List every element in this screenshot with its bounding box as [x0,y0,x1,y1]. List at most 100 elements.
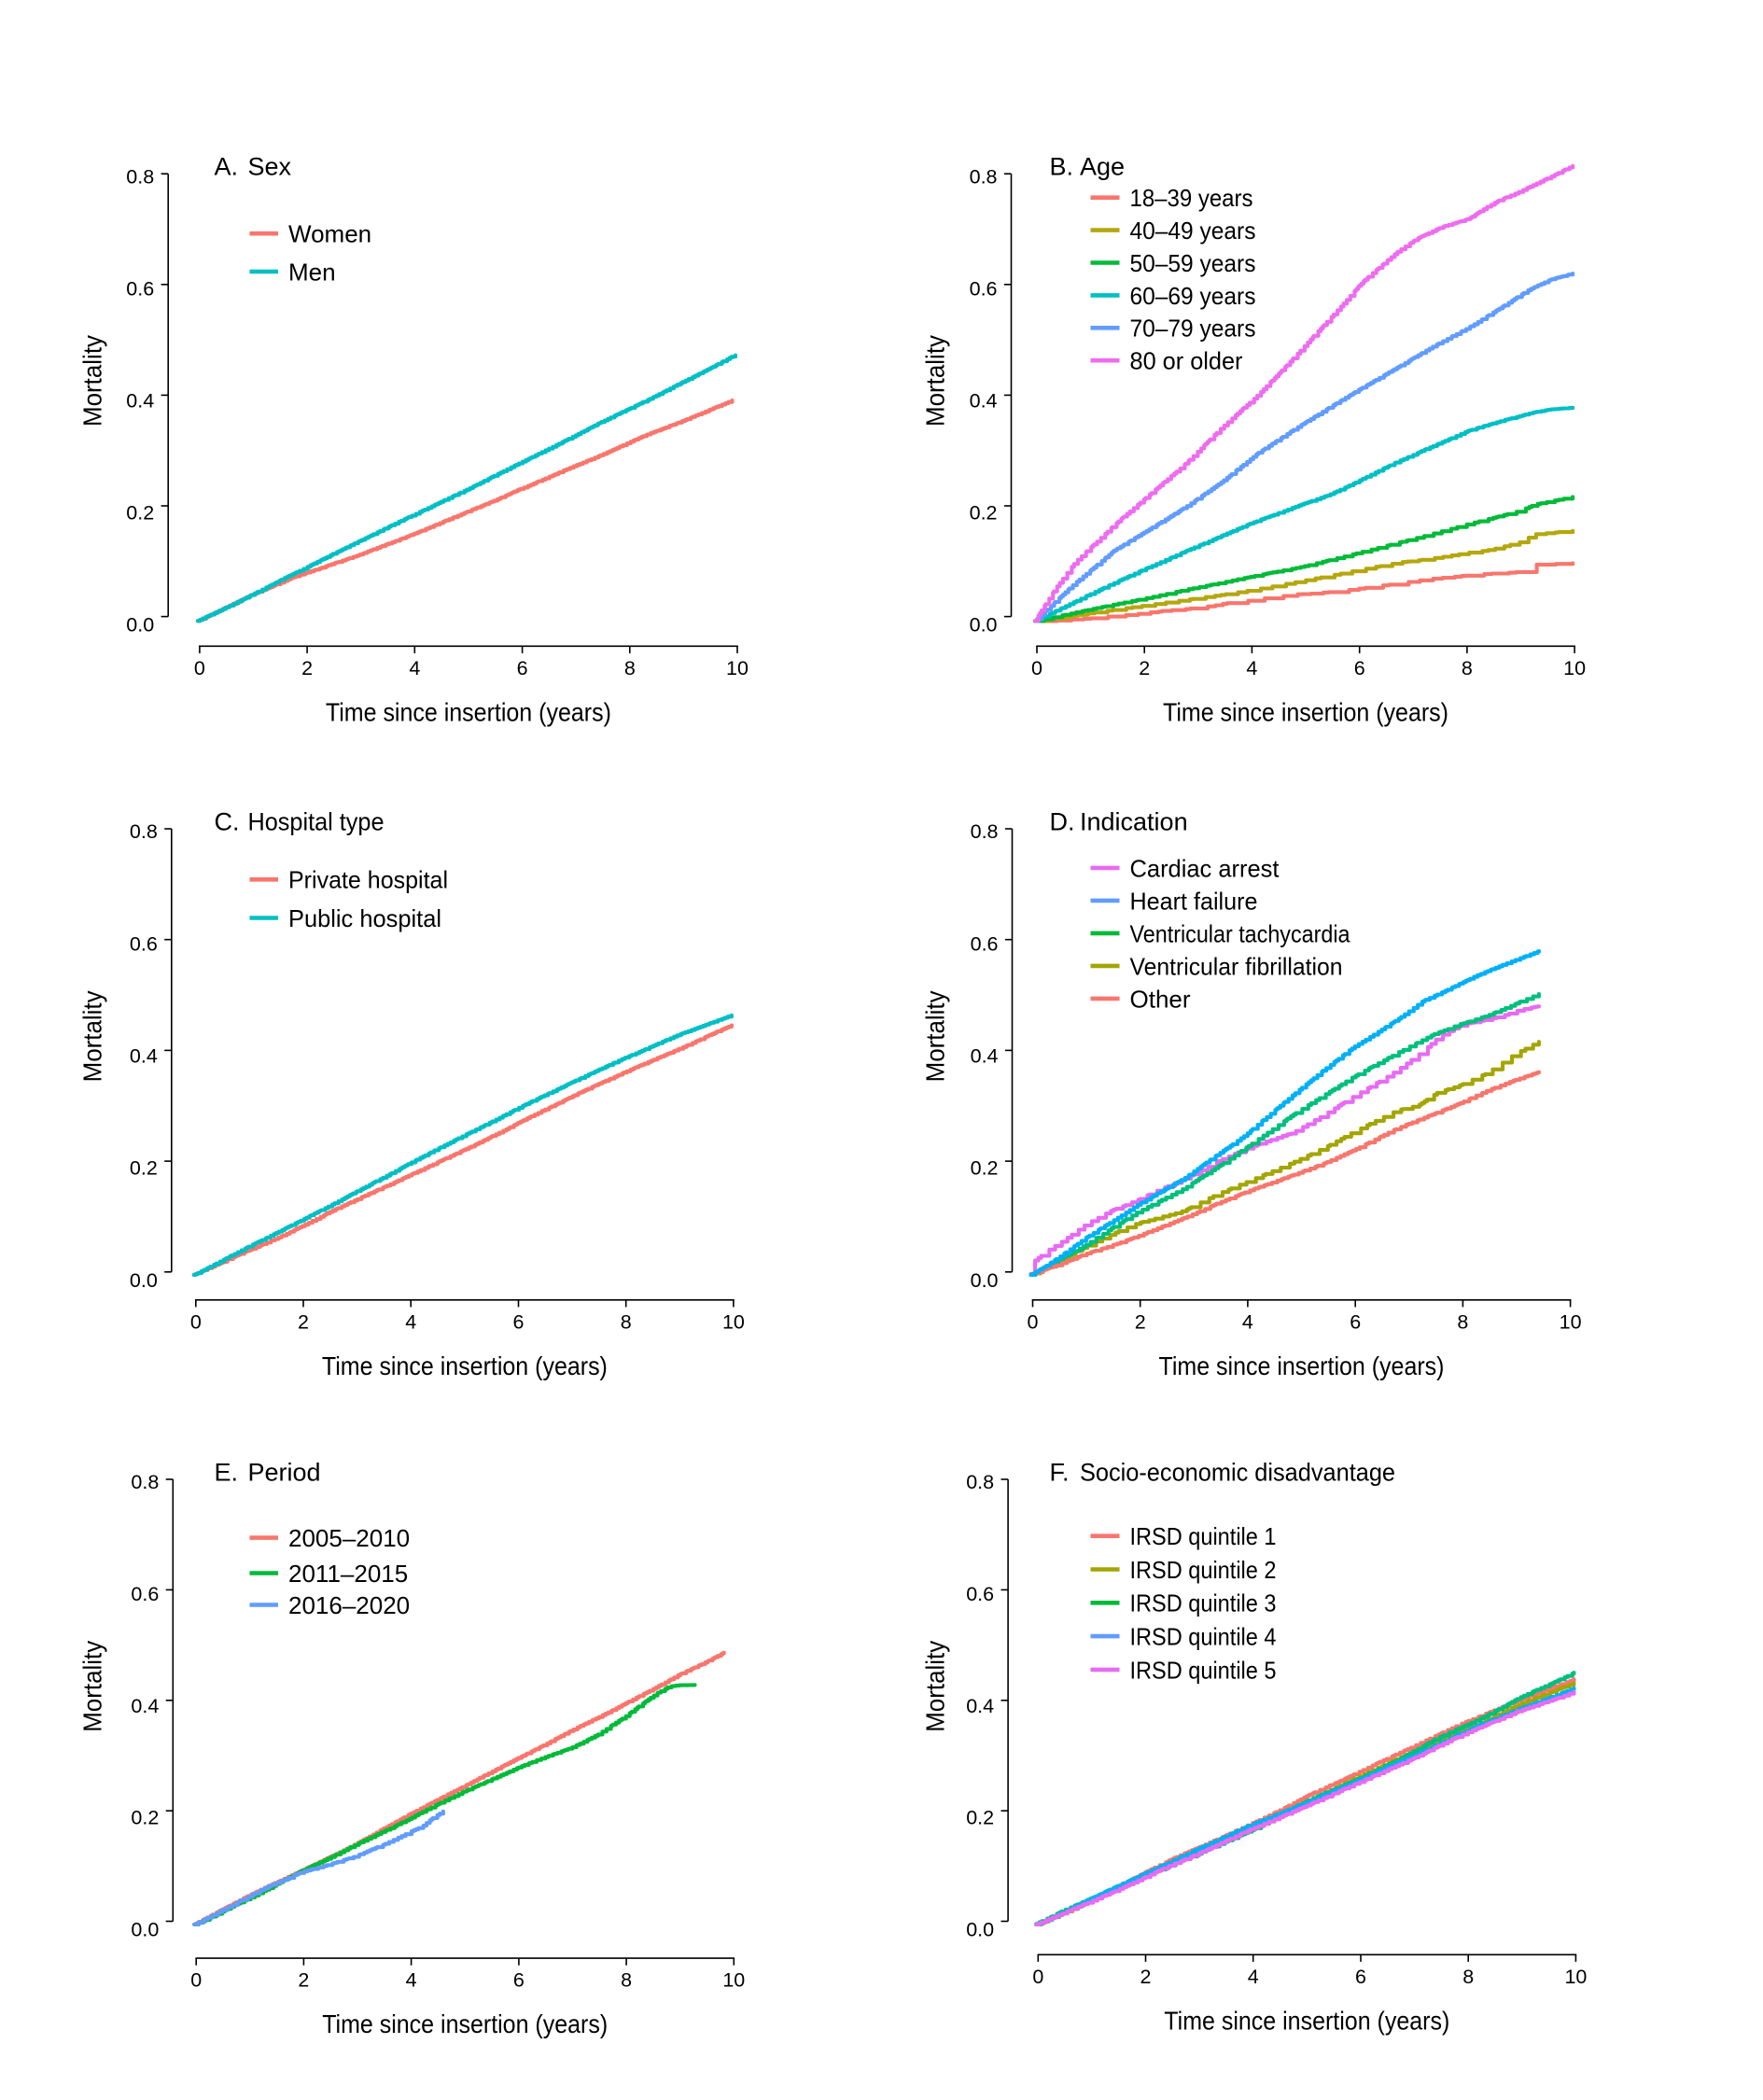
svg-text:Mortality: Mortality [921,1641,950,1732]
svg-text:C.: C. [215,808,240,836]
svg-text:0.8: 0.8 [971,820,999,843]
svg-text:10: 10 [722,1310,745,1333]
svg-text:4: 4 [1248,1966,1259,1988]
svg-text:Time since insertion (years): Time since insertion (years) [1163,697,1448,726]
svg-text:0.0: 0.0 [126,614,154,637]
svg-text:2: 2 [1139,657,1150,679]
svg-text:0.0: 0.0 [130,1269,158,1292]
svg-text:Private hospital: Private hospital [288,866,448,894]
svg-text:2: 2 [301,657,313,679]
svg-text:0.4: 0.4 [971,1045,999,1068]
svg-text:8: 8 [1462,657,1473,679]
svg-text:8: 8 [1457,1310,1468,1333]
svg-text:2: 2 [1135,1310,1146,1333]
svg-text:IRSD quintile 2: IRSD quintile 2 [1130,1556,1277,1584]
svg-text:IRSD quintile 4: IRSD quintile 4 [1130,1623,1277,1651]
svg-text:0.8: 0.8 [131,1471,159,1493]
svg-text:0.2: 0.2 [130,1157,158,1180]
svg-text:0.6: 0.6 [130,932,158,955]
svg-text:0.2: 0.2 [131,1807,159,1829]
svg-text:Men: Men [288,258,336,286]
svg-text:8: 8 [621,1310,632,1333]
svg-text:0.6: 0.6 [131,1583,159,1605]
svg-text:10: 10 [1560,1310,1582,1333]
svg-text:B.: B. [1050,153,1074,181]
svg-text:0.6: 0.6 [966,1583,994,1605]
svg-text:Mortality: Mortality [78,1641,107,1732]
svg-text:50–59 years: 50–59 years [1130,249,1256,277]
svg-text:E.: E. [215,1459,239,1487]
svg-text:0.6: 0.6 [126,277,154,300]
svg-text:0.4: 0.4 [130,1045,158,1068]
svg-text:A.: A. [215,153,239,181]
svg-text:8: 8 [621,1969,632,1992]
svg-text:70–79 years: 70–79 years [1130,315,1256,343]
svg-text:IRSD quintile 1: IRSD quintile 1 [1130,1522,1277,1550]
svg-text:Heart failure: Heart failure [1130,887,1258,915]
svg-text:0: 0 [1031,657,1042,679]
svg-text:IRSD quintile 3: IRSD quintile 3 [1130,1589,1277,1617]
svg-text:Indication: Indication [1080,808,1188,836]
svg-text:Public hospital: Public hospital [288,904,441,932]
svg-text:Time since insertion (years): Time since insertion (years) [322,2009,608,2038]
svg-text:Age: Age [1080,153,1125,181]
svg-text:4: 4 [409,657,420,679]
svg-text:0.0: 0.0 [131,1919,159,1941]
svg-text:10: 10 [1563,657,1586,679]
svg-text:0: 0 [194,657,205,679]
svg-text:10: 10 [1564,1966,1587,1988]
svg-text:Ventricular fibrillation: Ventricular fibrillation [1130,952,1343,980]
svg-text:2016–2020: 2016–2020 [288,1591,410,1619]
svg-text:0.8: 0.8 [126,165,154,188]
svg-text:0.8: 0.8 [130,820,158,843]
svg-text:Other: Other [1130,985,1191,1013]
svg-text:4: 4 [405,1310,416,1333]
svg-text:Mortality: Mortality [78,990,107,1082]
svg-text:8: 8 [624,657,636,679]
svg-text:D.: D. [1050,808,1075,836]
svg-text:2011–2015: 2011–2015 [288,1560,408,1588]
svg-text:0.8: 0.8 [970,165,998,188]
svg-text:0.0: 0.0 [971,1269,999,1292]
svg-text:2005–2010: 2005–2010 [288,1524,410,1552]
svg-text:Mortality: Mortality [921,335,950,427]
svg-text:0.2: 0.2 [126,502,154,525]
svg-text:8: 8 [1462,1966,1474,1988]
svg-text:0: 0 [190,1310,202,1333]
svg-text:0: 0 [190,1969,202,1992]
svg-text:6: 6 [513,1310,525,1333]
svg-text:0.4: 0.4 [131,1695,159,1717]
svg-text:Sex: Sex [248,153,292,181]
svg-text:0.0: 0.0 [966,1919,994,1941]
svg-text:Time since insertion (years): Time since insertion (years) [1164,2006,1449,2035]
svg-text:Ventricular tachycardia: Ventricular tachycardia [1130,919,1350,947]
svg-text:6: 6 [1354,657,1365,679]
svg-text:0.8: 0.8 [966,1471,994,1493]
svg-text:10: 10 [726,657,749,679]
svg-text:0.4: 0.4 [126,390,154,413]
svg-text:2: 2 [298,1969,309,1992]
svg-text:0.4: 0.4 [966,1695,994,1717]
svg-text:Time since insertion (years): Time since insertion (years) [322,1351,608,1380]
svg-text:0.2: 0.2 [971,1157,999,1180]
svg-text:Socio-economic disadvantage: Socio-economic disadvantage [1080,1459,1395,1487]
svg-text:Hospital type: Hospital type [248,808,385,836]
svg-text:18–39 years: 18–39 years [1130,184,1253,212]
svg-text:40–49 years: 40–49 years [1130,217,1256,245]
svg-text:60–69 years: 60–69 years [1130,282,1256,310]
svg-text:Women: Women [288,220,371,248]
svg-text:IRSD quintile 5: IRSD quintile 5 [1130,1656,1277,1684]
svg-text:4: 4 [406,1969,417,1992]
svg-text:10: 10 [722,1969,745,1992]
svg-text:4: 4 [1242,1310,1253,1333]
svg-text:4: 4 [1246,657,1257,679]
svg-text:Mortality: Mortality [78,335,107,427]
svg-text:6: 6 [513,1969,525,1992]
svg-text:2: 2 [1140,1966,1152,1988]
svg-text:Cardiac arrest: Cardiac arrest [1130,854,1280,882]
svg-text:2: 2 [298,1310,309,1333]
svg-text:6: 6 [1350,1310,1361,1333]
svg-text:Mortality: Mortality [921,990,950,1082]
svg-text:0.6: 0.6 [970,277,998,300]
svg-text:0.4: 0.4 [970,390,998,413]
